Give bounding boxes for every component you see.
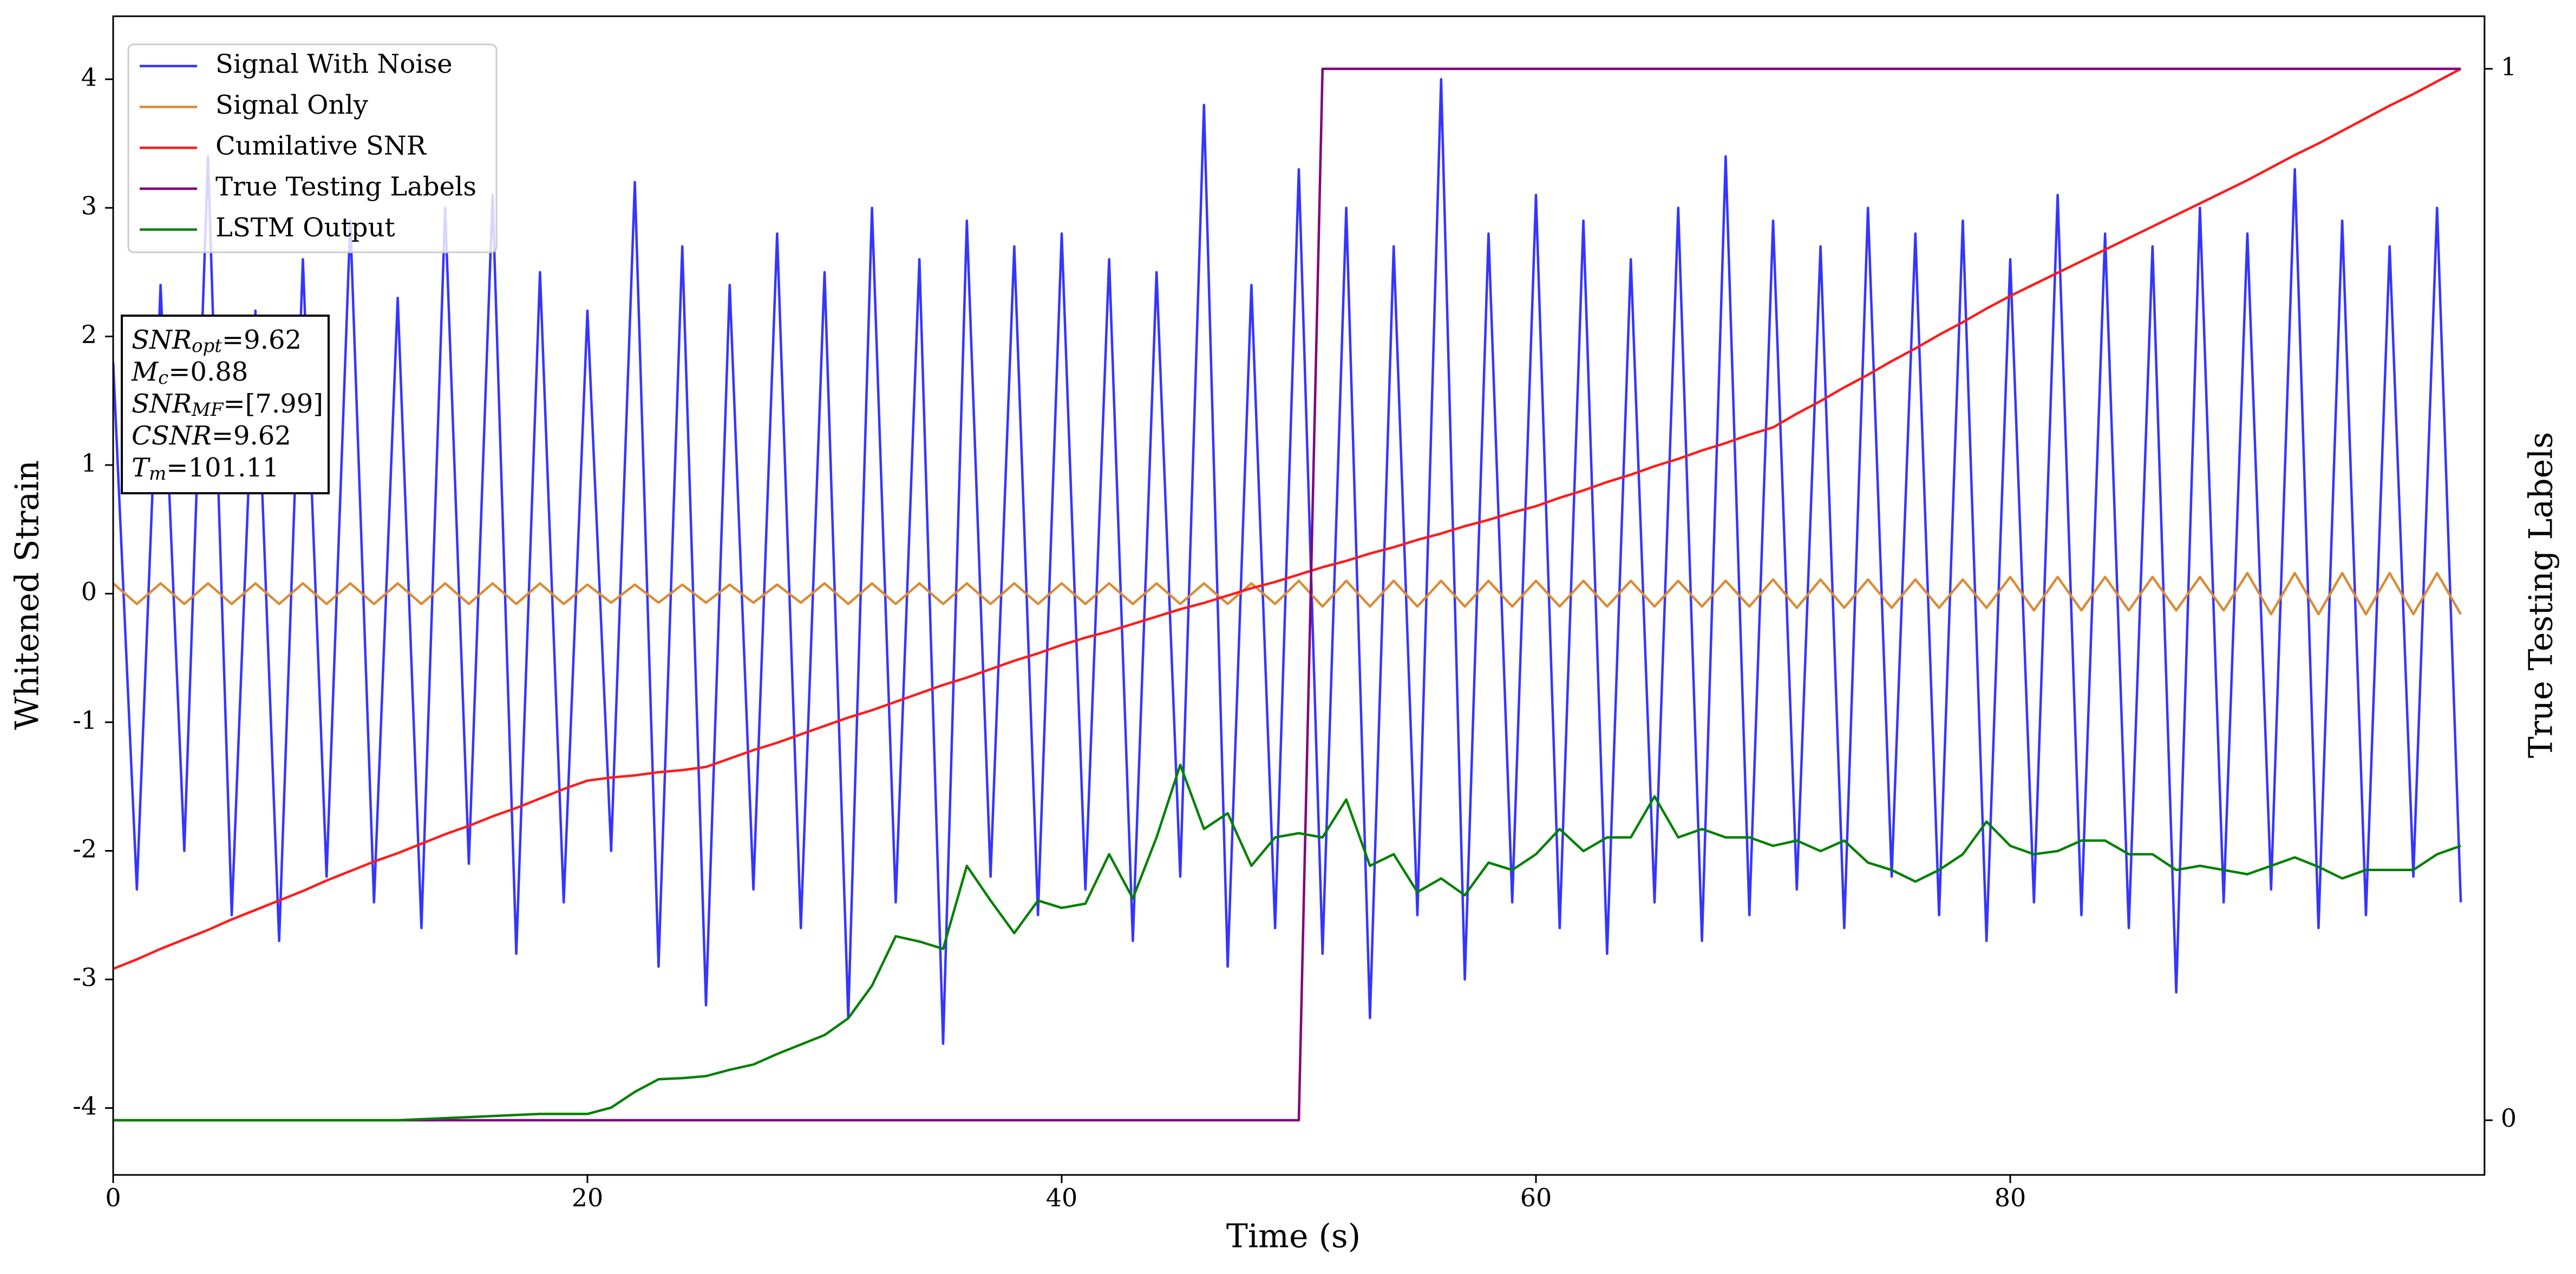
x-tick-label: 60 <box>1520 1183 1552 1212</box>
y-tick-label: 4 <box>81 62 97 92</box>
annotation-line: Tm=101.11 <box>132 453 279 485</box>
annotation-var: M <box>131 357 159 387</box>
legend-label: True Testing Labels <box>215 172 476 202</box>
y-tick-label: 2 <box>81 319 97 349</box>
y-axis-label: Whitened Strain <box>9 460 47 730</box>
plot-lines <box>113 67 2462 1122</box>
annotation-var: SNR <box>132 389 192 419</box>
annotation-value: =[7.99] <box>223 389 323 419</box>
legend-label: Signal Only <box>215 90 368 120</box>
legend-label: Signal With Noise <box>215 49 453 80</box>
annotation-value: =9.62 <box>212 421 291 451</box>
y-tick-label: 3 <box>81 191 97 220</box>
x-tick-label: 40 <box>1046 1183 1078 1212</box>
annotation-var: CSNR <box>132 421 212 451</box>
plot-frame <box>112 15 2486 1176</box>
annotation-var: SNR <box>132 325 192 355</box>
legend-label: Cumilative SNR <box>215 131 427 161</box>
annotation-value: =101.11 <box>166 453 279 483</box>
series-line <box>113 78 2462 1045</box>
annotation-value: =9.62 <box>222 325 302 355</box>
y-tick-label: 1 <box>81 448 97 478</box>
annotation-sub: MF <box>191 399 224 421</box>
y2-axis-label: True Testing Labels <box>2522 432 2560 759</box>
x-tick-label: 0 <box>105 1183 121 1212</box>
y2-tick-label: 1 <box>2501 52 2516 81</box>
annotation-line: CSNR=9.62 <box>132 421 291 451</box>
annotation-sub: opt <box>192 335 222 357</box>
annotation-sub: c <box>158 367 168 389</box>
y-tick-label: -2 <box>73 834 97 863</box>
legend-box <box>127 43 498 253</box>
annotation-box <box>121 315 330 494</box>
annotation-var: T <box>132 453 151 483</box>
legend-label: LSTM Output <box>215 213 395 243</box>
x-axis-label: Time (s) <box>1226 1218 1361 1256</box>
x-tick-label: 20 <box>572 1183 604 1212</box>
annotation-line: SNRMF=[7.99] <box>132 389 323 421</box>
y-tick-label: -1 <box>73 705 97 735</box>
annotation-value: =0.88 <box>168 357 248 387</box>
series-line <box>113 67 2461 1122</box>
y2-tick-label: 0 <box>2501 1103 2516 1133</box>
annotation-line: Mc=0.88 <box>131 357 248 389</box>
x-tick-label: 80 <box>1995 1183 2026 1212</box>
annotation-line: SNRopt=9.62 <box>132 325 302 357</box>
series-line <box>113 572 2462 616</box>
y-tick-label: -4 <box>73 1091 97 1120</box>
y-tick-label: 0 <box>81 577 97 606</box>
annotation-sub: m <box>149 463 166 485</box>
series-line <box>113 763 2461 1122</box>
series-line <box>113 68 2462 970</box>
y-tick-label: -3 <box>73 963 97 992</box>
